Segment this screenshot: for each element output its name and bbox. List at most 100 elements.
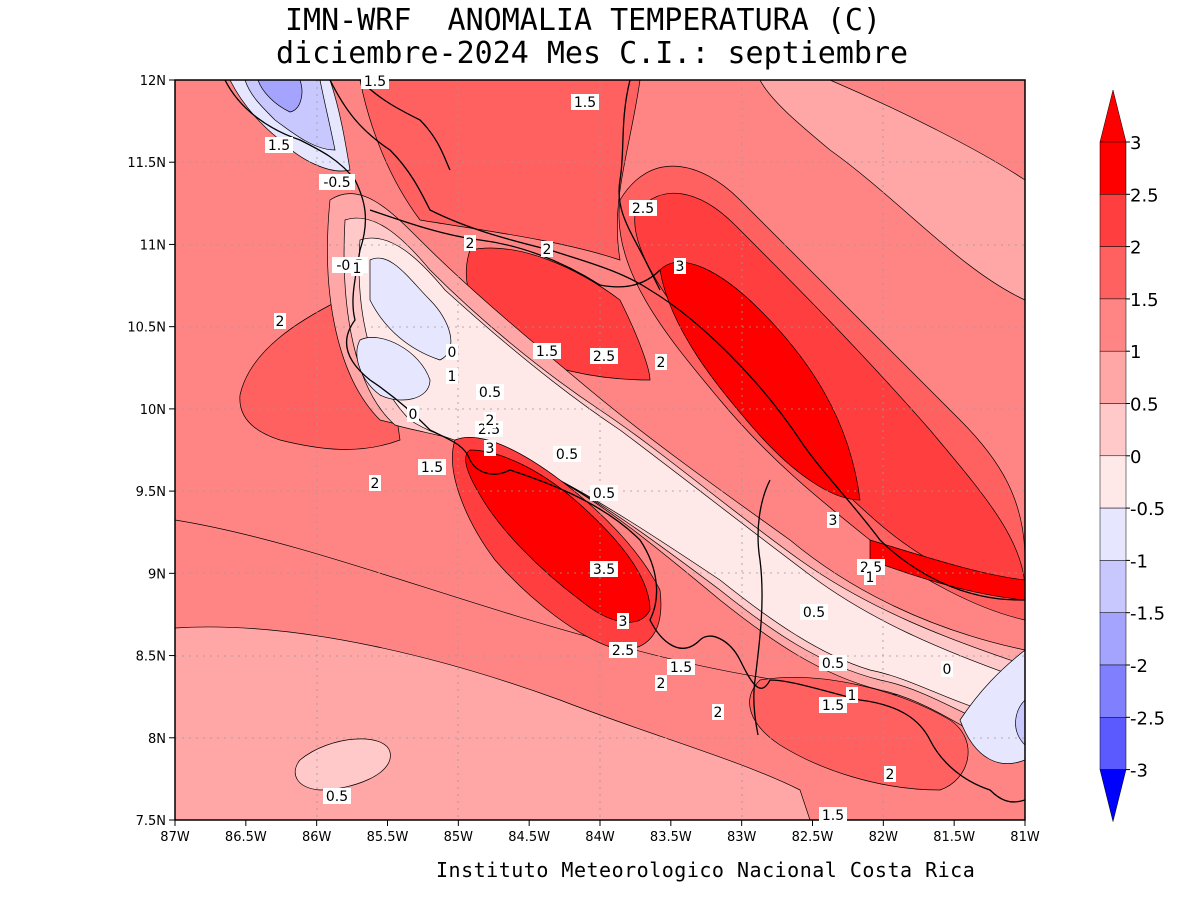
contour-label: 2.5 — [593, 349, 615, 365]
contour-label: 3.5 — [593, 562, 615, 578]
contour-label-bg — [265, 137, 293, 153]
contour-label-bg — [712, 704, 724, 720]
colorbar-label: 0.5 — [1130, 395, 1159, 416]
colorbar-label: -1 — [1130, 551, 1148, 572]
contour-label-bg — [361, 73, 389, 89]
lat-tick-label: 11N — [140, 238, 166, 253]
temperature-anomaly-field — [175, 80, 1025, 820]
lon-tick-label: 81W — [1010, 830, 1040, 845]
contour-label: 3 — [486, 441, 495, 457]
lon-tick-label: 82W — [869, 830, 899, 845]
contour-label-bg — [418, 459, 446, 475]
colorbar-label: -3 — [1130, 761, 1148, 782]
contour-label: 0 — [943, 662, 952, 678]
contour-label: 1 — [448, 369, 457, 385]
lon-tick-label: 84W — [585, 830, 615, 845]
contour-label: 1.5 — [822, 698, 844, 714]
colorbar-label: 3 — [1130, 133, 1141, 154]
colorbar-label: 1 — [1130, 342, 1141, 363]
footer-credit: Instituto Meteorologico Nacional Costa R… — [436, 858, 976, 882]
colorbar-segment — [1099, 350, 1127, 404]
lon-tick-label: 82.5W — [792, 830, 834, 845]
lon-tick-label: 85W — [444, 830, 474, 845]
contour-label: 1.5 — [364, 74, 386, 90]
colorbar-segment — [1099, 560, 1127, 613]
contour-label: 2 — [543, 242, 552, 258]
contour-label: 0.5 — [593, 486, 615, 502]
contour-label: 2 — [486, 413, 495, 429]
contour-label: 2 — [657, 355, 666, 371]
contour-label-bg — [819, 807, 847, 823]
colorbar-label: -2 — [1130, 656, 1148, 677]
colorbar-segment — [1099, 403, 1127, 457]
lon-tick-label: 86.5W — [225, 830, 267, 845]
contour-label-bg — [674, 258, 686, 274]
lon-tick-label: 86W — [302, 830, 332, 845]
lon-tick-label: 85.5W — [367, 830, 409, 845]
contour-label-bg — [590, 561, 618, 577]
contour-label: 2 — [466, 236, 475, 252]
contour-label: 2 — [657, 676, 666, 692]
contour-label-bg — [655, 675, 667, 691]
colorbar-segment — [1099, 717, 1127, 770]
contour-label: 1.5 — [421, 460, 443, 476]
contour-label-bg — [446, 344, 458, 360]
lat-tick-label: 7.5N — [136, 814, 166, 829]
contour-label: -0.5 — [323, 175, 350, 191]
contour-label-bg — [800, 604, 828, 620]
contour-label-bg — [476, 384, 504, 400]
colorbar-label: -1.5 — [1130, 604, 1165, 625]
contour-label: 2 — [886, 767, 895, 783]
contour-label-bg — [407, 406, 419, 422]
lon-tick-label: 83.5W — [650, 830, 692, 845]
contour-label-bg — [846, 687, 858, 703]
map-subtitle: diciembre-2024 Mes C.I.: septiembre — [257, 36, 909, 71]
colorbar-segment — [1099, 612, 1127, 666]
contour-label: 0 — [448, 345, 457, 361]
colorbar-bottom-arrow — [1099, 769, 1127, 822]
lon-tick-label: 87W — [160, 830, 190, 845]
colorbar-label: 0 — [1130, 447, 1141, 468]
contour-label: 0.5 — [556, 447, 578, 463]
contour-label: 3 — [619, 614, 628, 630]
contour-label-bg — [617, 613, 629, 629]
lat-tick-label: 9.5N — [136, 485, 166, 500]
colorbar-label: -0.5 — [1130, 499, 1165, 520]
contour-label: 1.5 — [670, 660, 692, 676]
colorbar-legend: 3 2.5 2 1.5 1 0.5 0 -0.5 -1 -1.5 -2 -2.5 -3 — [1099, 89, 1165, 822]
lat-tick-label: 11.5N — [127, 156, 166, 171]
contour-label: 1.5 — [536, 344, 558, 360]
contour-label-bg — [941, 661, 953, 677]
contour-label: 1.5 — [268, 138, 290, 154]
contour-label-bg — [571, 94, 599, 110]
contour-label-bg — [819, 697, 847, 713]
map-title: IMN-WRF ANOMALIA TEMPERATURA (C) — [284, 3, 882, 38]
contour-label: 0 — [409, 407, 418, 423]
contour-label: 3 — [829, 513, 838, 529]
contour-label: 2.5 — [632, 201, 654, 217]
colorbar-label: -2.5 — [1130, 708, 1165, 729]
contour-label-bg — [319, 174, 355, 190]
contour-label-bg — [864, 569, 876, 585]
contour-label: 0.5 — [803, 605, 825, 621]
contour-label: 2.5 — [612, 643, 634, 659]
contour-label: 1.5 — [574, 95, 596, 111]
contour-label: 1.5 — [822, 808, 844, 824]
colorbar-segment — [1099, 507, 1127, 561]
contour-label: 2 — [276, 314, 285, 330]
contour-label: 2 — [371, 476, 380, 492]
lat-tick-label: 9N — [148, 567, 166, 582]
lat-tick-label: 12N — [140, 74, 166, 89]
contour-label-bg — [655, 354, 667, 370]
lon-tick-label: 84.5W — [508, 830, 550, 845]
contour-label-bg — [819, 655, 847, 671]
colorbar-segment — [1099, 664, 1127, 718]
contour-label-bg — [609, 642, 637, 658]
contour-label-bg — [484, 440, 496, 456]
contour-label: 1 — [353, 261, 362, 277]
colorbar-label: 2.5 — [1130, 185, 1159, 206]
lon-tick-label: 81.5W — [933, 830, 975, 845]
contour-label-bg — [629, 200, 657, 216]
contour-label-bg — [533, 343, 561, 359]
